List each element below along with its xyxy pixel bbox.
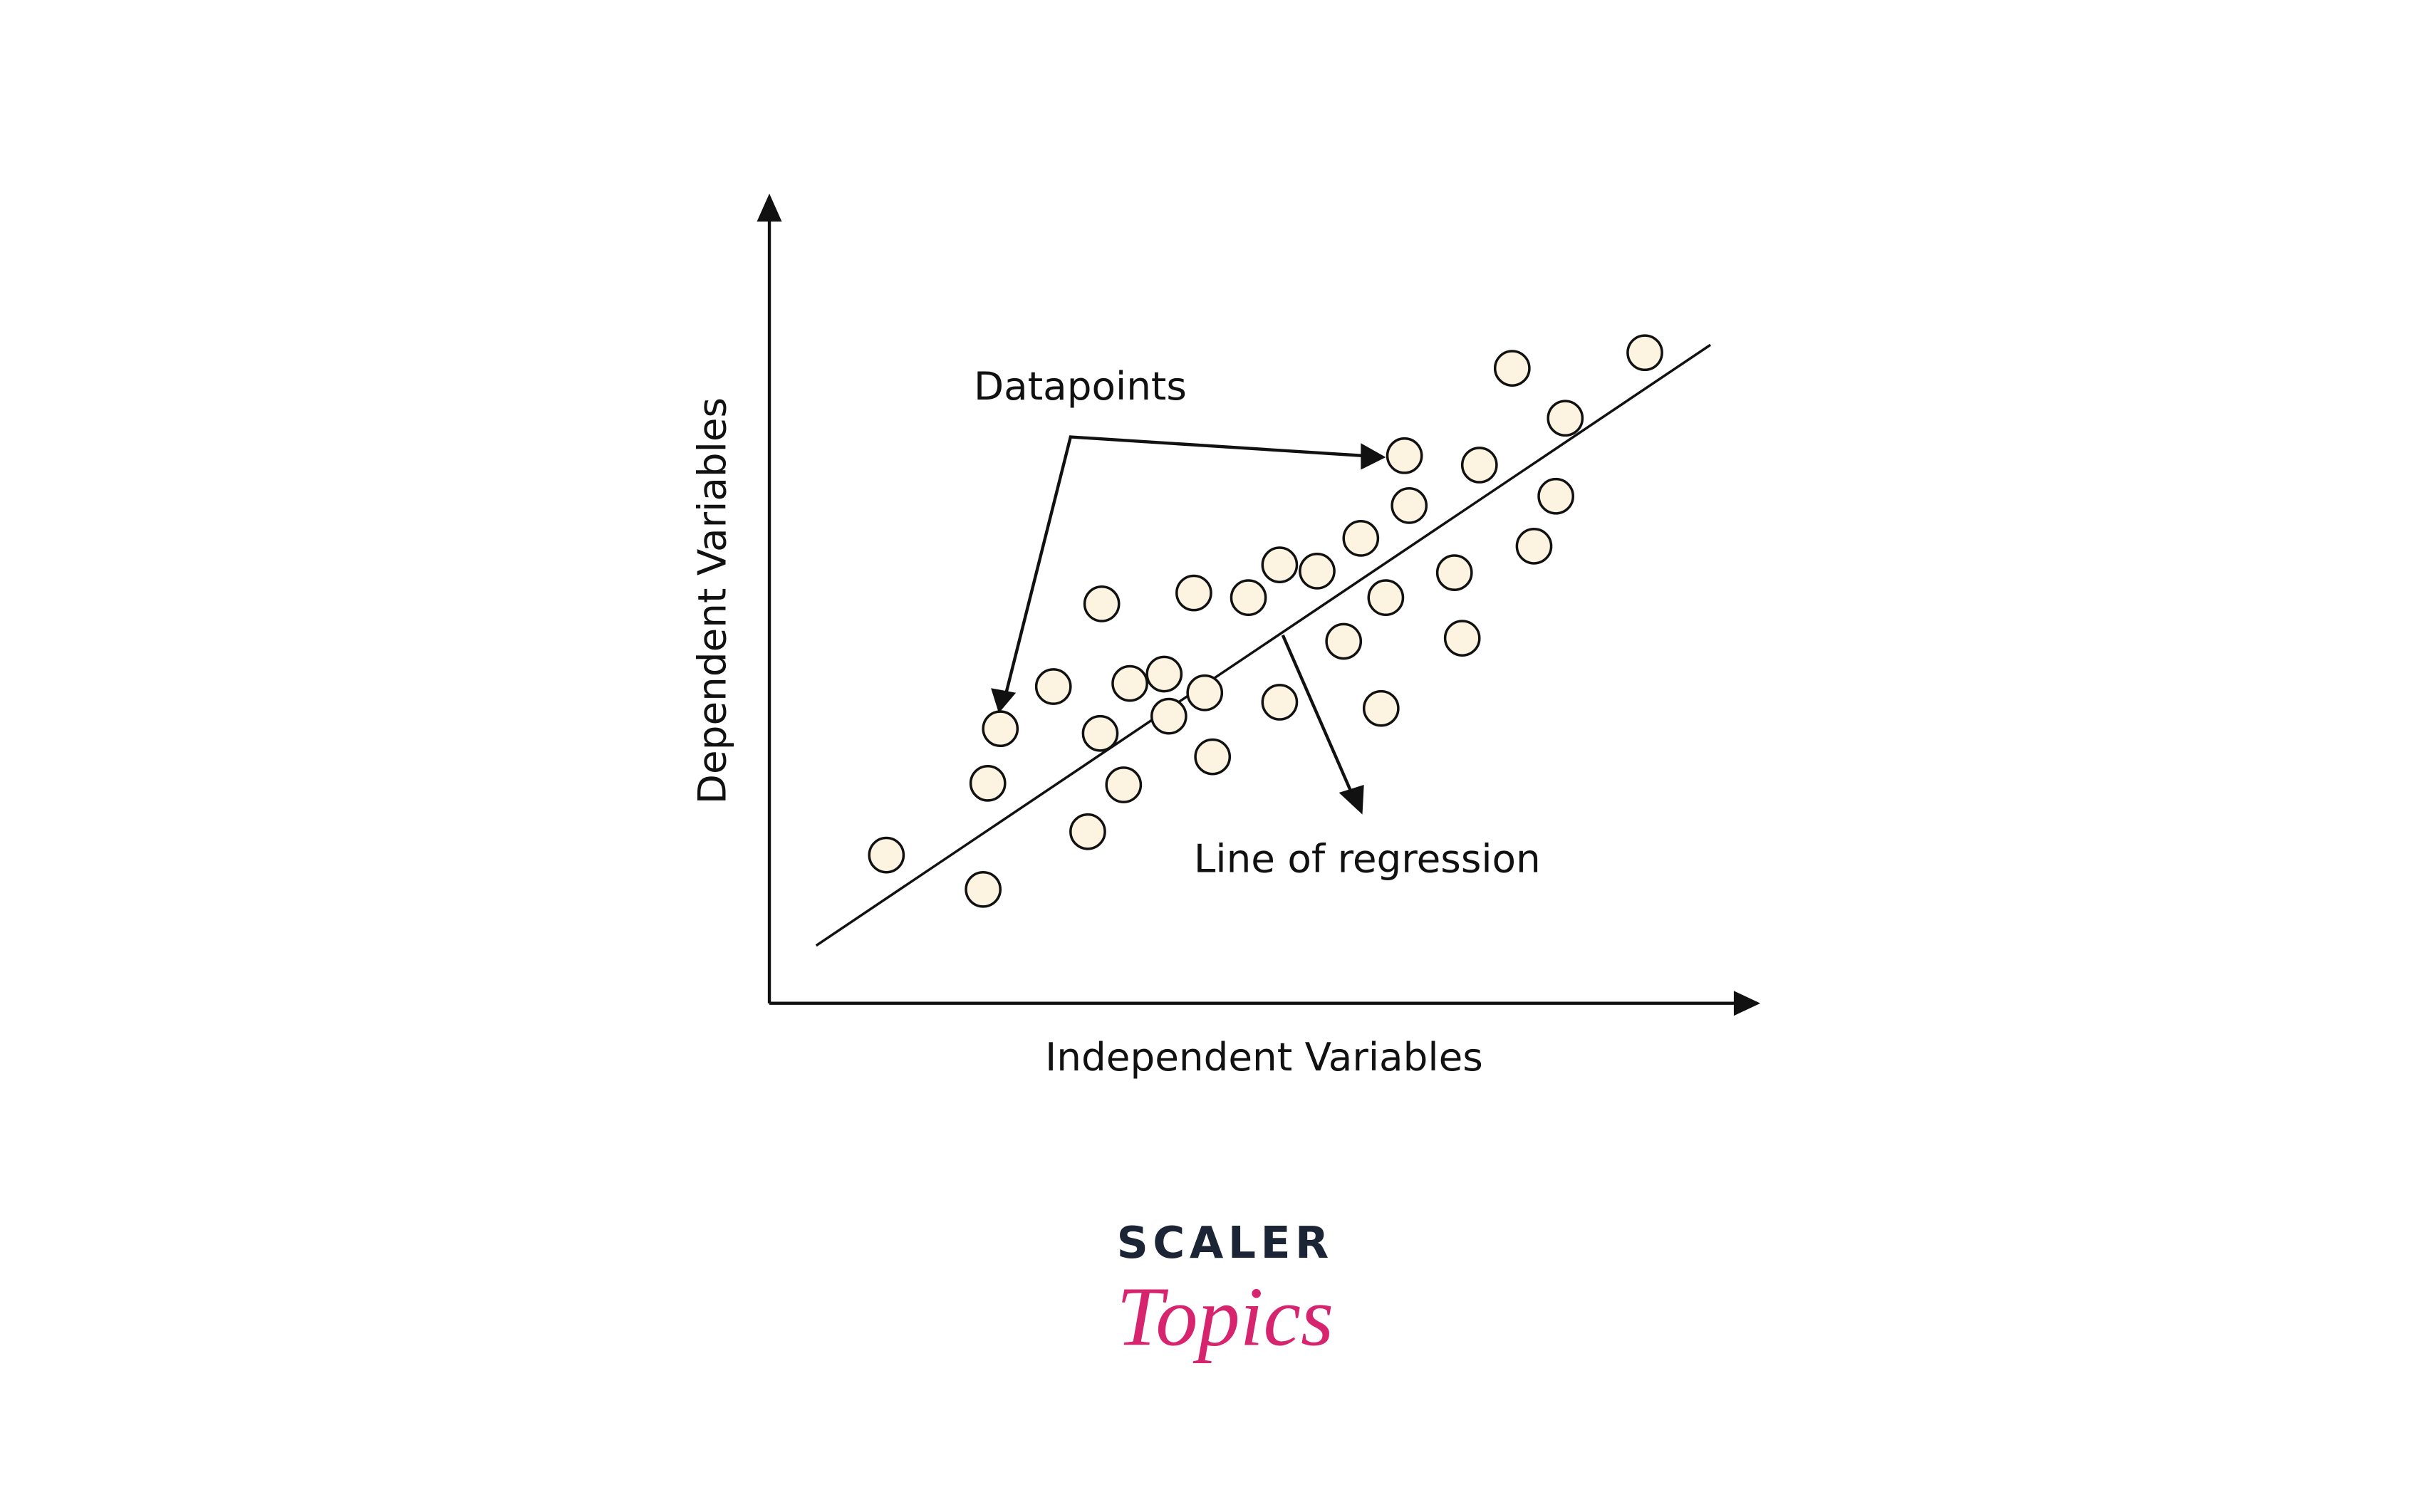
datapoint bbox=[1081, 714, 1119, 752]
datapoint bbox=[1626, 334, 1663, 372]
y-axis-arrow bbox=[757, 193, 782, 222]
datapoint bbox=[1547, 400, 1584, 437]
callout-line bbox=[1004, 435, 1363, 692]
datapoint bbox=[1186, 674, 1224, 711]
x-axis-arrow bbox=[1733, 991, 1761, 1016]
datapoint bbox=[1386, 437, 1423, 474]
datapoint bbox=[982, 710, 1019, 748]
datapoint bbox=[1443, 620, 1481, 657]
datapoint bbox=[1230, 579, 1267, 616]
datapoint bbox=[1391, 487, 1428, 524]
datapoint bbox=[1194, 738, 1232, 776]
callout-line bbox=[1281, 634, 1353, 793]
datapoints bbox=[868, 334, 1663, 908]
datapoint bbox=[1325, 622, 1363, 660]
datapoint bbox=[1175, 574, 1212, 612]
datapoint bbox=[1083, 585, 1121, 622]
datapoint bbox=[965, 870, 1002, 908]
regression-line bbox=[815, 343, 1712, 947]
datapoint bbox=[1342, 520, 1380, 557]
datapoint bbox=[1150, 697, 1187, 735]
datapoint bbox=[1515, 527, 1553, 565]
logo-brand: SCALER bbox=[1117, 1218, 1334, 1268]
datapoint bbox=[1537, 477, 1574, 515]
logo-product: Topics bbox=[1116, 1270, 1334, 1363]
datapoint bbox=[1299, 553, 1336, 590]
datapoint bbox=[1069, 813, 1106, 850]
datapoint bbox=[1145, 655, 1183, 693]
datapoint bbox=[1362, 689, 1400, 727]
datapoint bbox=[1460, 447, 1498, 484]
datapoint bbox=[969, 764, 1007, 802]
datapoint bbox=[1034, 668, 1072, 705]
datapoint bbox=[1261, 684, 1299, 721]
callout-arrow bbox=[1361, 443, 1386, 470]
callout-arrow bbox=[1339, 785, 1364, 815]
datapoint bbox=[1493, 350, 1531, 387]
annotation: Datapoints bbox=[974, 363, 1187, 409]
callout-arrow bbox=[991, 688, 1017, 714]
x-axis-label: Independent Variables bbox=[1045, 1034, 1483, 1080]
annotation: Line of regression bbox=[1194, 836, 1541, 882]
datapoint bbox=[1111, 664, 1148, 702]
y-axis-label: Dependent Variables bbox=[690, 397, 735, 804]
datapoint bbox=[1367, 579, 1405, 616]
datapoint bbox=[1105, 766, 1143, 803]
datapoint bbox=[1261, 546, 1299, 583]
datapoint bbox=[1435, 554, 1473, 591]
datapoint bbox=[868, 836, 905, 874]
